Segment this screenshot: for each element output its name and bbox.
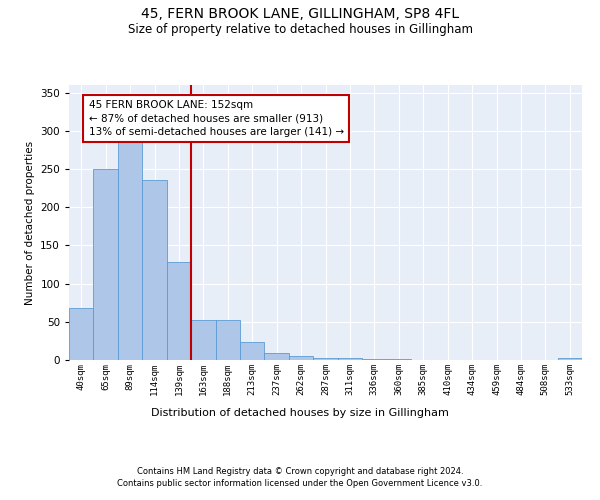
Bar bbox=[191, 320, 215, 360]
Text: Contains HM Land Registry data © Crown copyright and database right 2024.: Contains HM Land Registry data © Crown c… bbox=[137, 468, 463, 476]
Bar bbox=[215, 320, 240, 360]
Text: 45 FERN BROOK LANE: 152sqm
← 87% of detached houses are smaller (913)
13% of sem: 45 FERN BROOK LANE: 152sqm ← 87% of deta… bbox=[89, 100, 344, 136]
Bar bbox=[94, 169, 118, 360]
Bar bbox=[289, 356, 313, 360]
Y-axis label: Number of detached properties: Number of detached properties bbox=[25, 140, 35, 304]
Bar bbox=[362, 359, 386, 360]
Bar bbox=[167, 262, 191, 360]
Text: Contains public sector information licensed under the Open Government Licence v3: Contains public sector information licen… bbox=[118, 479, 482, 488]
Bar bbox=[265, 353, 289, 360]
Text: Distribution of detached houses by size in Gillingham: Distribution of detached houses by size … bbox=[151, 408, 449, 418]
Bar bbox=[118, 138, 142, 360]
Text: 45, FERN BROOK LANE, GILLINGHAM, SP8 4FL: 45, FERN BROOK LANE, GILLINGHAM, SP8 4FL bbox=[141, 8, 459, 22]
Text: Size of property relative to detached houses in Gillingham: Size of property relative to detached ho… bbox=[128, 22, 473, 36]
Bar bbox=[240, 342, 265, 360]
Bar bbox=[338, 358, 362, 360]
Bar bbox=[69, 308, 94, 360]
Bar bbox=[386, 359, 411, 360]
Bar bbox=[313, 358, 338, 360]
Bar bbox=[142, 180, 167, 360]
Bar bbox=[557, 358, 582, 360]
